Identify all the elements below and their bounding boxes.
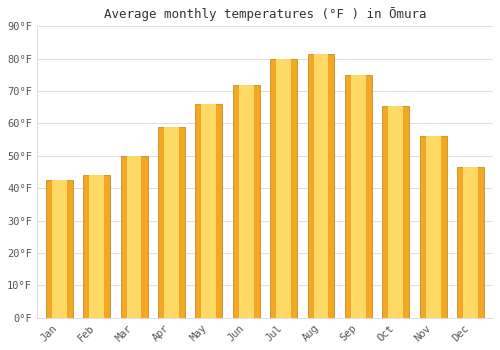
Bar [308,54,334,318]
Bar [83,175,110,318]
Bar [420,136,446,318]
Bar [457,167,484,318]
Bar [120,156,148,318]
Bar [126,156,142,318]
Bar [388,106,403,318]
Bar [202,104,216,318]
Bar [345,75,372,318]
Bar [351,75,366,318]
Title: Average monthly temperatures (°F ) in Ōmura: Average monthly temperatures (°F ) in Ōm… [104,7,426,21]
Bar [46,180,72,318]
Bar [382,106,409,318]
Bar [196,104,222,318]
Bar [164,127,179,318]
Bar [158,127,185,318]
Bar [314,54,328,318]
Bar [463,167,478,318]
Bar [233,85,260,318]
Bar [270,59,297,318]
Bar [52,180,66,318]
Bar [239,85,254,318]
Bar [276,59,291,318]
Bar [426,136,440,318]
Bar [89,175,104,318]
